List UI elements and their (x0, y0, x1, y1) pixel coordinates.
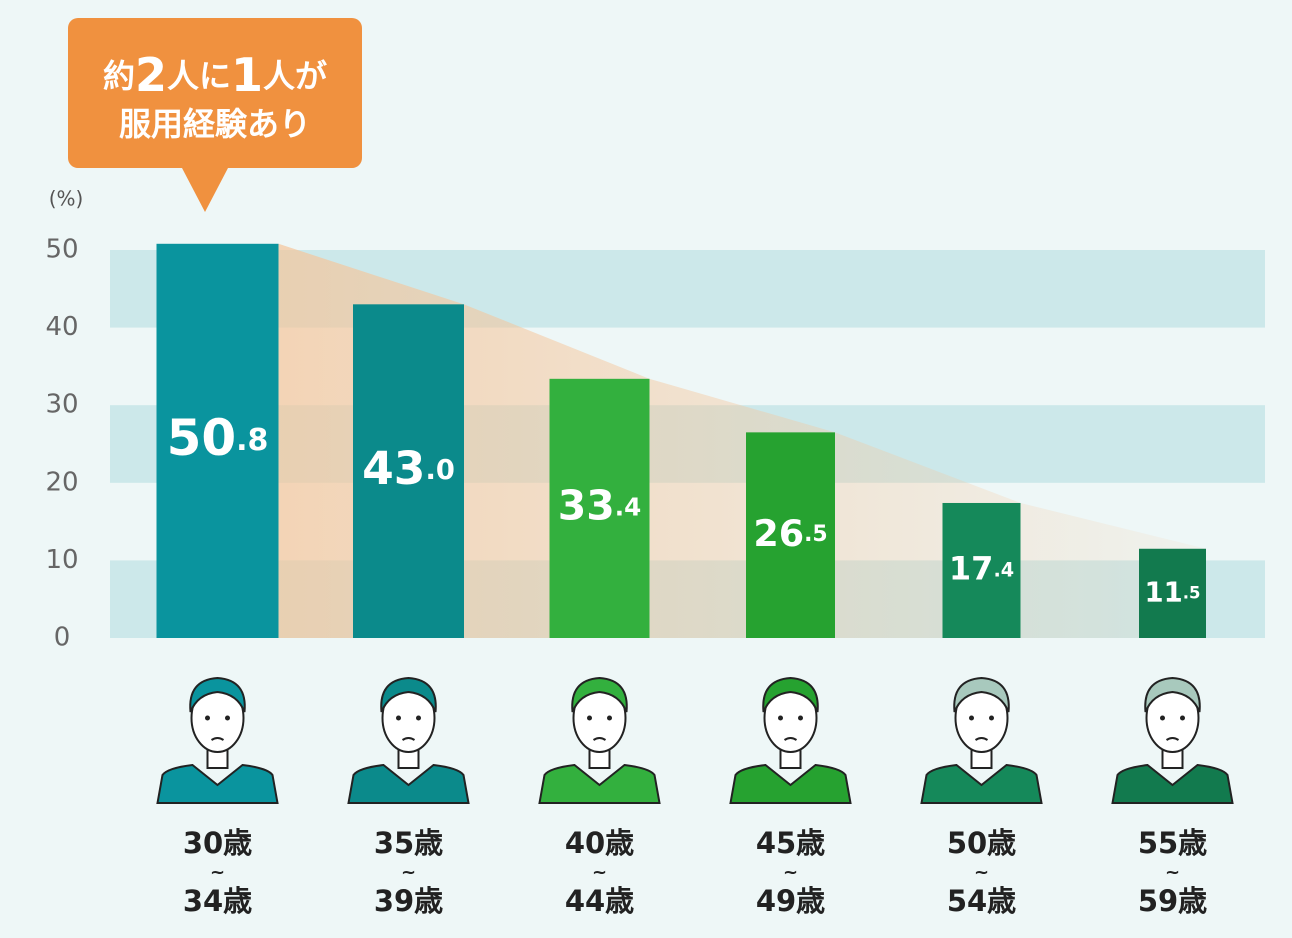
eye (969, 715, 974, 721)
x-tick-label: 45歳 (756, 826, 825, 860)
value-label: 50.8 (167, 408, 269, 466)
person-icon (729, 676, 852, 804)
hair (189, 676, 246, 713)
hair (380, 676, 437, 713)
person-icon (920, 676, 1043, 804)
x-tick-label: 39歳 (374, 884, 443, 918)
x-tick-label: ~ (592, 862, 607, 883)
eye (778, 715, 783, 721)
eye (1160, 715, 1165, 721)
bar (1139, 548, 1206, 638)
eye (989, 715, 994, 721)
eye (607, 715, 612, 721)
eye (225, 715, 230, 721)
bar (746, 432, 835, 638)
eye (205, 715, 210, 721)
y-tick-label: 40 (45, 312, 78, 342)
bar (549, 378, 650, 638)
hair (762, 676, 819, 713)
value-label: 26.5 (753, 512, 827, 555)
shirt (729, 763, 852, 804)
person-icon (1111, 676, 1234, 804)
x-tick-label: ~ (783, 862, 798, 883)
shirt (920, 763, 1043, 804)
y-axis-label: (%) (49, 187, 84, 211)
callout (68, 18, 362, 212)
y-tick-label: 50 (45, 235, 78, 265)
x-tick-label: 55歳 (1138, 826, 1207, 860)
x-tick-label: 50歳 (947, 826, 1016, 860)
shirt (538, 763, 661, 804)
x-tick-label: 44歳 (565, 884, 634, 918)
mouth (1165, 737, 1180, 741)
person-icon (538, 676, 661, 804)
mouth (592, 737, 607, 741)
eye (416, 715, 421, 721)
value-label: 11.5 (1144, 576, 1200, 608)
person-icon (347, 676, 470, 804)
x-tick-label: ~ (210, 862, 225, 883)
value-label: 43.0 (362, 442, 455, 495)
x-tick-label: ~ (1165, 862, 1180, 883)
eye (798, 715, 803, 721)
x-tick-label: 34歳 (183, 884, 252, 918)
bar (942, 502, 1021, 638)
x-tick-label: ~ (401, 862, 416, 883)
x-tick-label: ~ (974, 862, 989, 883)
annotation-line: 約2人に1人が (103, 48, 327, 102)
x-tick-label: 35歳 (374, 826, 443, 860)
eye (1180, 715, 1185, 721)
x-tick-label: 49歳 (756, 884, 825, 918)
eye (587, 715, 592, 721)
shirt (1111, 763, 1234, 804)
shirt (156, 763, 279, 804)
bar (156, 243, 279, 639)
y-tick-label: 0 (54, 623, 71, 653)
value-label: 33.4 (558, 481, 642, 529)
x-tick-label: 54歳 (947, 884, 1016, 918)
mouth (974, 737, 989, 741)
hair (1144, 676, 1201, 713)
x-tick-label: 59歳 (1138, 884, 1207, 918)
mouth (401, 737, 416, 741)
y-tick-label: 20 (45, 467, 78, 497)
x-tick-label: 40歳 (565, 826, 634, 860)
bar (353, 304, 464, 638)
person-icon (156, 676, 279, 804)
value-label: 17.4 (949, 549, 1014, 587)
mouth (210, 737, 225, 741)
y-tick-label: 10 (45, 545, 78, 575)
x-tick-label: 30歳 (183, 826, 252, 860)
hair (571, 676, 628, 713)
mouth (783, 737, 798, 741)
annotation-line: 服用経験あり (119, 105, 311, 143)
shirt (347, 763, 470, 804)
hair (953, 676, 1010, 713)
y-tick-label: 30 (45, 390, 78, 420)
eye (396, 715, 401, 721)
